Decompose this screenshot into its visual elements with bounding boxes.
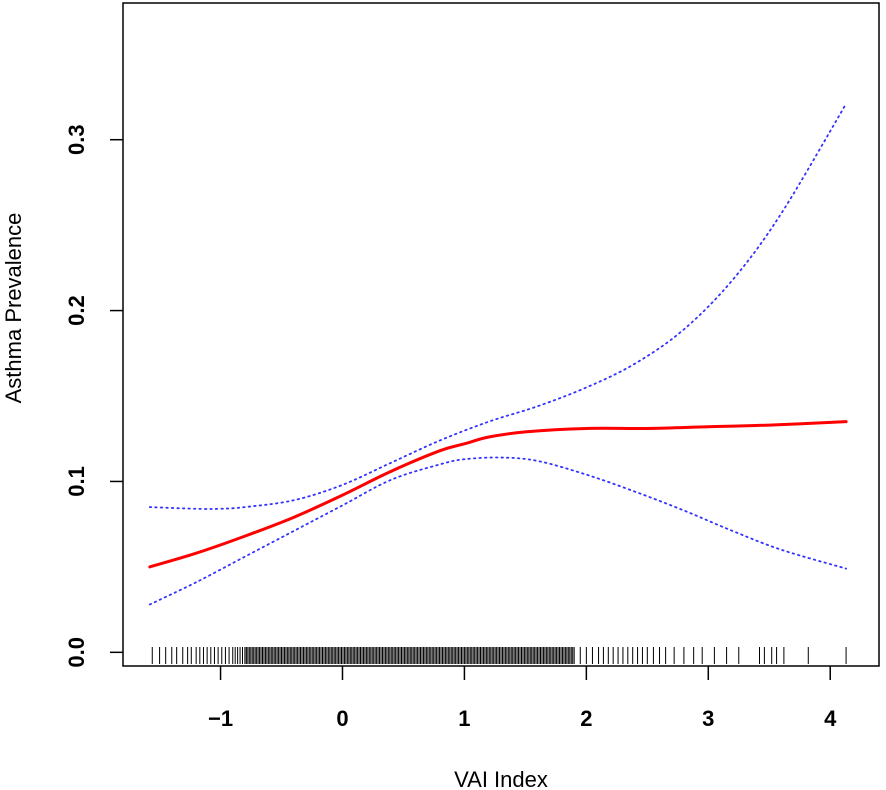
x-axis-label: VAI Index [454,767,548,790]
series-upper-line [148,102,847,510]
series-estimate-line [148,420,848,569]
x-tick-label: −1 [208,706,233,731]
y-tick-label: 0.3 [64,124,89,155]
x-tick-label: 0 [336,706,348,731]
x-axis: −1 0 1 2 3 4 [208,666,837,731]
y-axis-label: Asthma Prevalence [1,213,26,404]
rug-marks [151,647,847,664]
series-lines [148,102,848,606]
x-tick-label: 4 [824,706,837,731]
y-axis: 0.0 0.1 0.2 0.3 [64,124,123,668]
y-tick-label: 0.2 [64,295,89,326]
y-tick-label: 0.1 [64,466,89,497]
series-lower-line [148,456,847,606]
y-tick-label: 0.0 [64,637,89,668]
x-tick-label: 2 [580,706,592,731]
x-tick-label: 1 [458,706,470,731]
x-tick-label: 3 [702,706,714,731]
plot-frame [122,2,880,667]
